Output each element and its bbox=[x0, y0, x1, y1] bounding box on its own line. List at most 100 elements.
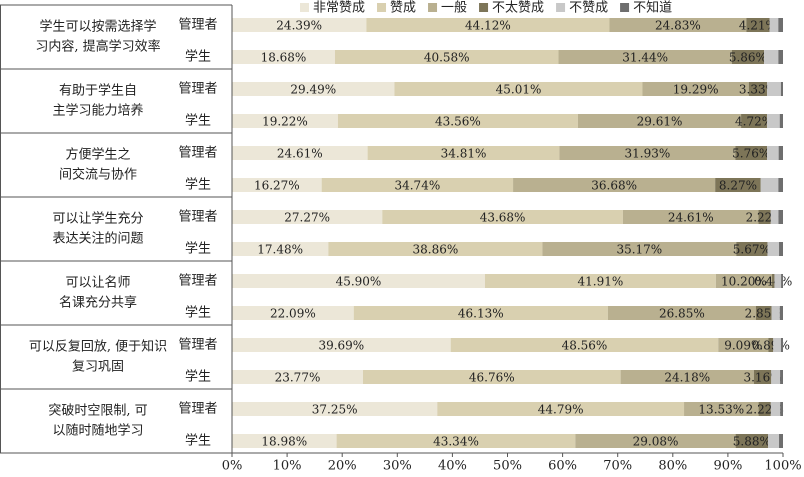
legend-label: 不赞成 bbox=[569, 1, 608, 16]
value-label: 4.21% bbox=[739, 19, 777, 33]
bar-segment bbox=[780, 338, 783, 352]
bar-segment bbox=[577, 114, 742, 128]
bar-segment bbox=[778, 178, 783, 192]
bar-segment bbox=[232, 146, 368, 160]
bar-segment bbox=[715, 178, 761, 192]
group-label: 表达关注的问题 bbox=[52, 231, 143, 247]
bar-segment bbox=[760, 178, 779, 192]
value-label: 34.81% bbox=[441, 147, 487, 161]
value-label: 44.12% bbox=[465, 19, 511, 33]
value-label: 0.89% bbox=[752, 339, 790, 353]
value-label: 46.13% bbox=[458, 307, 504, 321]
bar-segment bbox=[362, 370, 621, 384]
bar-segment bbox=[232, 242, 329, 256]
value-label: 40.58% bbox=[424, 51, 470, 65]
group-label: 突破时空限制, 可 bbox=[48, 403, 147, 419]
bar-segment bbox=[232, 306, 354, 320]
group-label: 可以反复回放, 便于知识 bbox=[29, 339, 167, 355]
group-label: 复习巩固 bbox=[72, 360, 124, 375]
value-label: 22.09% bbox=[270, 307, 316, 321]
bar-segment bbox=[232, 402, 438, 416]
bar-segment bbox=[780, 370, 783, 384]
value-label: 8.27% bbox=[719, 179, 757, 193]
legend-label: 不太赞成 bbox=[492, 1, 544, 16]
value-label: 10.20% bbox=[721, 275, 767, 289]
bar-segment bbox=[764, 50, 779, 64]
value-label: 29.08% bbox=[633, 435, 679, 449]
legend-label: 非常赞成 bbox=[313, 1, 365, 16]
bar-segment bbox=[758, 210, 771, 224]
group-label: 主学习能力培养 bbox=[52, 103, 143, 119]
bar-segment bbox=[437, 402, 685, 416]
role-label: 学生 bbox=[185, 49, 211, 65]
legend-swatch bbox=[428, 3, 438, 12]
value-label: 43.56% bbox=[435, 115, 481, 129]
role-label: 管理者 bbox=[178, 210, 217, 225]
value-label: 29.49% bbox=[290, 83, 336, 97]
group-label: 有助于学生自 bbox=[59, 83, 137, 99]
group-label: 以随时随地学习 bbox=[52, 423, 143, 439]
x-tick-label: 90% bbox=[713, 459, 742, 474]
bar-segment bbox=[767, 146, 779, 160]
value-label: 46.76% bbox=[469, 371, 515, 385]
value-label: 36.68% bbox=[591, 179, 637, 193]
x-tick-label: 70% bbox=[603, 459, 632, 474]
bar-segment bbox=[559, 146, 736, 160]
bar-segment bbox=[232, 370, 363, 384]
value-label: 26.85% bbox=[659, 307, 705, 321]
role-label: 学生 bbox=[185, 433, 211, 449]
bar-segment bbox=[542, 242, 737, 256]
bar-segment bbox=[353, 306, 608, 320]
bar-segment bbox=[736, 242, 768, 256]
bar-segment bbox=[778, 18, 783, 32]
bar-segment bbox=[780, 402, 783, 416]
bar-segment bbox=[755, 306, 772, 320]
value-label: 16.27% bbox=[254, 179, 300, 193]
bar-segment bbox=[768, 338, 774, 352]
bar-segment bbox=[779, 242, 783, 256]
bar-segment bbox=[769, 18, 779, 32]
value-label: 17.48% bbox=[257, 243, 303, 257]
value-label: 0.44% bbox=[754, 275, 792, 289]
legend-swatch bbox=[300, 3, 309, 12]
value-label: 37.25% bbox=[312, 403, 358, 417]
value-label: 45.90% bbox=[336, 275, 382, 289]
group-label: 习内容, 提高学习效率 bbox=[35, 39, 160, 55]
bar-segment bbox=[232, 82, 395, 96]
value-label: 5.67% bbox=[733, 243, 771, 257]
value-label: 18.68% bbox=[261, 51, 307, 65]
value-label: 27.27% bbox=[284, 211, 330, 225]
value-label: 35.17% bbox=[616, 243, 662, 257]
value-label: 24.61% bbox=[277, 147, 323, 161]
bar-segment bbox=[622, 210, 759, 224]
bar-segment bbox=[232, 178, 322, 192]
role-label: 管理者 bbox=[178, 338, 217, 353]
bar-segment bbox=[735, 434, 769, 448]
value-label: 29.61% bbox=[637, 115, 683, 129]
value-label: 5.86% bbox=[729, 51, 767, 65]
bar-segment bbox=[232, 210, 383, 224]
legend-label: 一般 bbox=[441, 0, 467, 16]
role-label: 学生 bbox=[185, 113, 211, 129]
legend-swatch bbox=[620, 3, 630, 12]
value-label: 5.76% bbox=[732, 147, 770, 161]
bar-segment bbox=[575, 434, 736, 448]
bar-segment bbox=[774, 274, 782, 288]
legend-label: 不知道 bbox=[633, 0, 672, 16]
bar-segment bbox=[382, 210, 623, 224]
value-label: 45.01% bbox=[496, 83, 542, 97]
value-label: 24.61% bbox=[668, 211, 714, 225]
value-label: 23.77% bbox=[275, 371, 321, 385]
bar-segment bbox=[232, 338, 451, 352]
value-label: 34.74% bbox=[394, 179, 440, 193]
x-tick-label: 60% bbox=[548, 459, 577, 474]
x-tick-label: 100% bbox=[764, 459, 801, 474]
bar-segment bbox=[513, 178, 716, 192]
x-tick-label: 40% bbox=[438, 459, 467, 474]
bar-segment bbox=[773, 338, 781, 352]
role-label: 学生 bbox=[185, 177, 211, 193]
value-label: 19.29% bbox=[673, 83, 719, 97]
value-label: 19.22% bbox=[262, 115, 308, 129]
bar-segment bbox=[337, 114, 578, 128]
value-label: 38.86% bbox=[412, 243, 458, 257]
